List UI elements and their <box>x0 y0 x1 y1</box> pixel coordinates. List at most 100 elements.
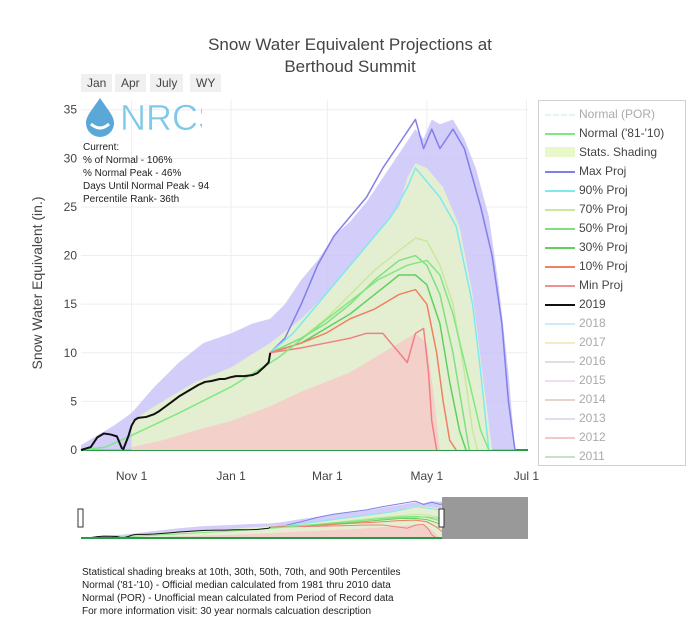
y-tick-label: 25 <box>64 200 78 214</box>
range-slider-left-handle[interactable] <box>77 508 84 528</box>
legend-item[interactable]: 10% Proj <box>539 257 685 276</box>
legend-swatch <box>545 399 575 401</box>
legend-item[interactable]: 2019 <box>539 295 685 314</box>
range-button-wy[interactable]: WY <box>190 74 222 92</box>
series-lines <box>80 118 516 451</box>
legend-label: 2018 <box>579 316 606 330</box>
legend-label: 90% Proj <box>579 183 628 197</box>
legend-item[interactable]: 50% Proj <box>539 219 685 238</box>
preview-band <box>131 525 440 538</box>
legend-swatch <box>545 456 575 458</box>
preview-line <box>270 523 437 539</box>
series-line <box>80 259 490 451</box>
legend-label: Min Proj <box>579 278 624 292</box>
chart-footer-notes: Statistical shading breaks at 10th, 30th… <box>82 566 401 618</box>
axis-ticks: 0 5 10 15 20 25 30 35 Nov 1 Jan 1 Mar 1 May 1 Jul 1 <box>64 103 540 483</box>
range-slider[interactable] <box>77 497 528 539</box>
y-tick-label: 5 <box>70 394 77 408</box>
range-button-apr[interactable]: Apr <box>115 74 146 92</box>
x-tick-label: Jan 1 <box>216 469 246 483</box>
legend-swatch <box>545 228 575 230</box>
legend-label: 2013 <box>579 411 606 425</box>
range-slider-right-handle[interactable] <box>438 508 445 528</box>
info-days-until-peak: Days Until Normal Peak - 94 <box>83 181 210 192</box>
legend-item[interactable]: Normal ('81-'10) <box>539 124 685 143</box>
legend-item[interactable]: 70% Proj <box>539 200 685 219</box>
series-line <box>270 288 457 451</box>
legend-label: 2014 <box>579 392 606 406</box>
y-tick-label: 35 <box>64 103 78 117</box>
legend-label: Stats. Shading <box>579 145 658 159</box>
legend-swatch <box>545 190 575 192</box>
x-tick-label: Nov 1 <box>116 469 148 483</box>
nrcs-logo-text: NRCS <box>120 97 202 138</box>
series-line <box>270 274 467 451</box>
y-tick-label: 10 <box>64 346 78 360</box>
chart-title-line2: Berthoud Summit <box>284 57 416 76</box>
legend-label: 30% Proj <box>579 240 628 254</box>
legend-label: Normal ('81-'10) <box>579 126 665 140</box>
footer-note-normal-por: Normal (POR) - Unofficial mean calculate… <box>82 593 394 604</box>
series-line <box>269 118 516 451</box>
series-line <box>269 167 490 451</box>
legend-label: 70% Proj <box>579 202 628 216</box>
legend-swatch <box>545 209 575 211</box>
y-tick-label: 20 <box>64 249 78 263</box>
x-tick-label: May 1 <box>411 469 444 483</box>
footer-note-normal-8110: Normal ('81-'10) - Official median calcu… <box>82 580 391 591</box>
footer-note-more-info[interactable]: For more information visit: 30 year norm… <box>82 606 372 617</box>
footer-note-shading: Statistical shading breaks at 10th, 30th… <box>82 567 401 578</box>
legend-swatch <box>545 147 575 157</box>
legend-item[interactable]: 2014 <box>539 390 685 409</box>
legend-swatch <box>545 418 575 420</box>
shade-band <box>131 333 440 450</box>
legend-swatch <box>545 304 575 306</box>
legend-item[interactable]: 30% Proj <box>539 238 685 257</box>
legend-item[interactable]: 2017 <box>539 333 685 352</box>
x-tick-label: Jul 1 <box>514 469 540 483</box>
nrcs-logo: NRCS <box>82 96 222 143</box>
legend-swatch <box>545 437 575 439</box>
y-axis-label: Snow Water Equivalent (in.) <box>29 197 45 370</box>
legend-label: 2017 <box>579 335 606 349</box>
y-tick-label: 0 <box>70 443 77 457</box>
legend-swatch <box>545 380 575 382</box>
legend-item[interactable]: Stats. Shading <box>539 143 685 162</box>
chart-title-line1: Snow Water Equivalent Projections at <box>208 35 492 54</box>
legend-label: 10% Proj <box>579 259 628 273</box>
range-button-jan[interactable]: Jan <box>81 74 113 92</box>
info-percent-normal-peak: % Normal Peak - 46% <box>83 168 182 179</box>
y-tick-label: 15 <box>64 297 78 311</box>
legend-label: Max Proj <box>579 164 627 178</box>
legend-item[interactable]: 2012 <box>539 428 685 447</box>
legend-item[interactable]: 2015 <box>539 371 685 390</box>
legend-swatch <box>545 133 575 135</box>
legend-swatch <box>545 247 575 249</box>
legend-label: 2015 <box>579 373 606 387</box>
legend-label: 2019 <box>579 297 606 311</box>
info-current: Current: <box>83 142 120 153</box>
legend-swatch <box>545 285 575 287</box>
legend-label: 2016 <box>579 354 606 368</box>
legend-item[interactable]: 2016 <box>539 352 685 371</box>
series-line <box>269 254 471 451</box>
legend-item[interactable]: 90% Proj <box>539 181 685 200</box>
legend-label: 2011 <box>579 449 605 463</box>
legend-label: 50% Proj <box>579 221 628 235</box>
legend-item[interactable]: 2018 <box>539 314 685 333</box>
legend-item[interactable]: Min Proj <box>539 276 685 295</box>
legend-item[interactable]: Max Proj <box>539 162 685 181</box>
legend-swatch <box>545 171 575 173</box>
info-percentile-rank: Percentile Rank- 36th <box>83 194 180 205</box>
series-line <box>269 237 479 451</box>
legend-item[interactable]: 2011 <box>539 447 685 466</box>
y-tick-label: 30 <box>64 151 78 165</box>
legend-swatch <box>545 342 575 344</box>
range-button-july[interactable]: July <box>150 74 184 92</box>
nrcs-drop-icon: NRCS <box>86 97 222 138</box>
series-line <box>270 327 438 451</box>
preview-line <box>80 526 271 539</box>
legend-item[interactable]: 2013 <box>539 409 685 428</box>
legend-item[interactable]: Normal (POR) <box>539 105 685 124</box>
